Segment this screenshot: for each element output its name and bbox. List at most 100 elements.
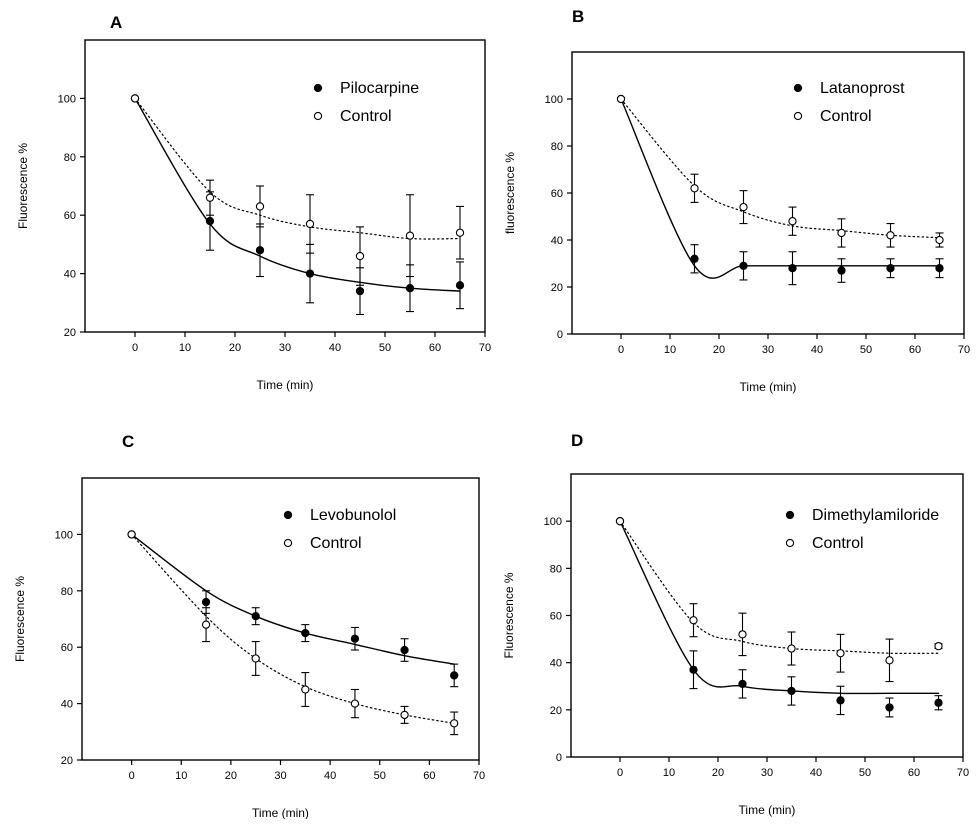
- x-tick-label: 20: [712, 767, 724, 779]
- panel-label: A: [110, 13, 122, 32]
- y-tick-label: 20: [61, 755, 73, 767]
- legend-label: Latanoprost: [820, 80, 905, 97]
- y-axis-label: Fluorescence %: [13, 576, 27, 662]
- x-tick-label: 10: [179, 342, 191, 354]
- data-point: [689, 665, 698, 674]
- y-tick-label: 80: [551, 141, 563, 153]
- chart-panel-d: D 0 10 20 30 40 50 60 70 0 20 40 60 80 100 Time (min) Fl…: [502, 431, 969, 817]
- fit-curve: [134, 97, 461, 240]
- x-tick-label: 0: [129, 770, 135, 782]
- data-point: [935, 264, 944, 273]
- data-point: [450, 719, 459, 728]
- y-tick-label: 80: [61, 586, 73, 598]
- y-tick-label: 0: [556, 752, 562, 764]
- fit-curve: [619, 520, 940, 655]
- x-tick-label: 10: [175, 770, 187, 782]
- x-tick-label: 70: [473, 770, 485, 782]
- panel-label: D: [571, 431, 583, 450]
- y-tick-label: 20: [551, 282, 563, 294]
- x-tick-label: 60: [909, 344, 921, 356]
- chart-panel-c: C 0 10 20 30 40 50 60 70 20 40 60 80 100 Time (min) Flu…: [13, 432, 485, 820]
- data-point: [251, 654, 260, 663]
- data-point: [350, 699, 360, 708]
- data-point: [738, 630, 747, 639]
- data-point: [350, 634, 360, 643]
- panel-label: C: [122, 432, 134, 451]
- legend-label: Pilocarpine: [340, 80, 419, 97]
- x-tick-label: 10: [664, 344, 676, 356]
- series-control: [615, 517, 943, 683]
- data-point: [450, 671, 459, 680]
- data-point: [127, 530, 136, 539]
- data-point: [305, 219, 315, 229]
- legend-marker: [793, 83, 803, 93]
- fit-curve: [130, 533, 455, 665]
- legend-label: Control: [812, 535, 864, 552]
- x-tick-label: 50: [374, 770, 386, 782]
- x-tick-label: 20: [229, 342, 241, 354]
- data-point: [788, 217, 797, 226]
- x-tick-label: 20: [225, 770, 237, 782]
- data-point: [355, 251, 365, 261]
- panel-label: B: [572, 7, 584, 26]
- data-point: [935, 235, 944, 245]
- data-point: [690, 184, 699, 193]
- data-point: [301, 685, 310, 694]
- legend-label: Control: [310, 535, 362, 552]
- data-point: [455, 281, 465, 290]
- y-tick-label: 100: [544, 516, 562, 528]
- x-tick-label: 60: [429, 342, 441, 354]
- data-point: [400, 710, 409, 720]
- data-point: [690, 254, 699, 263]
- data-point: [201, 620, 211, 629]
- data-point: [836, 649, 845, 658]
- data-point: [405, 231, 415, 240]
- x-tick-label: 0: [132, 342, 138, 354]
- y-axis-label: Fluorescence %: [16, 143, 30, 229]
- data-point: [201, 597, 211, 607]
- y-tick-label: 80: [550, 563, 562, 575]
- x-axis-label: Time (min): [252, 806, 309, 819]
- x-tick-label: 0: [618, 344, 624, 356]
- x-tick-label: 40: [811, 344, 823, 356]
- x-tick-label: 60: [423, 770, 435, 782]
- x-tick-label: 30: [761, 767, 773, 779]
- x-tick-label: 30: [762, 344, 774, 356]
- y-tick-label: 100: [55, 529, 73, 541]
- legend-marker: [793, 111, 803, 121]
- data-point: [616, 94, 626, 104]
- legend-marker: [313, 83, 323, 93]
- plot-frame: [571, 51, 965, 335]
- y-tick-label: 40: [61, 699, 73, 711]
- y-tick-label: 60: [64, 210, 76, 222]
- data-point: [689, 616, 698, 625]
- data-point: [615, 517, 625, 526]
- data-point: [205, 216, 215, 226]
- x-tick-label: 70: [479, 342, 491, 354]
- data-point: [886, 264, 895, 273]
- x-tick-label: 40: [810, 767, 822, 779]
- data-point: [787, 644, 796, 653]
- x-tick-label: 70: [958, 344, 970, 356]
- legend-marker: [283, 510, 293, 520]
- legend-label: Control: [340, 108, 392, 125]
- y-tick-label: 40: [550, 658, 562, 670]
- data-point: [405, 284, 415, 293]
- legend-marker: [313, 111, 323, 121]
- series-control: [130, 94, 465, 286]
- y-tick-label: 20: [64, 327, 76, 339]
- y-tick-label: 60: [551, 188, 563, 200]
- x-tick-label: 0: [617, 767, 623, 779]
- y-axis-label: fluorescence %: [503, 152, 517, 234]
- y-axis-label: Fluorescence %: [502, 572, 516, 658]
- data-point: [837, 266, 846, 275]
- data-point: [934, 698, 943, 707]
- chart-panel-a: A 0 10 20 30 40 50 60 70 20 40 60 80 100 Time (min) Flu…: [16, 13, 491, 392]
- legend-marker: [283, 538, 293, 548]
- fit-curve: [619, 520, 940, 695]
- x-axis-label: Time (min): [739, 803, 796, 817]
- x-tick-label: 30: [279, 342, 291, 354]
- data-point: [305, 269, 315, 278]
